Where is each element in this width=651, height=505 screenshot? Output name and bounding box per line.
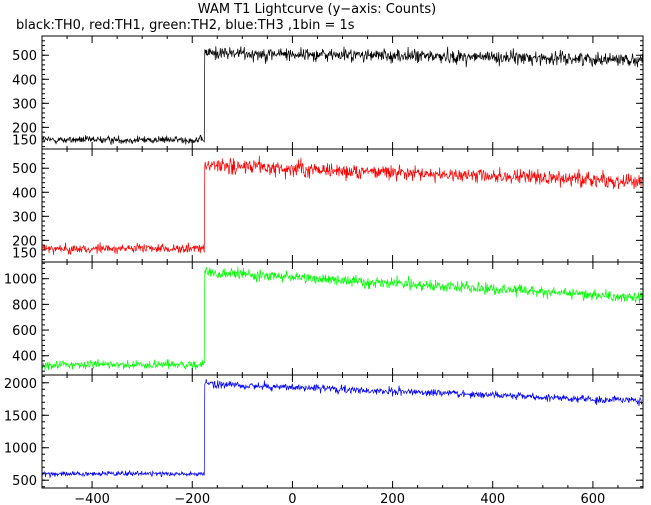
y-tick-label: 1500 bbox=[4, 409, 37, 424]
x-tick-label: −200 bbox=[174, 492, 210, 505]
series-th1 bbox=[41, 155, 644, 256]
y-tick-label: 500 bbox=[12, 49, 37, 64]
y-tick-label: 150 bbox=[12, 246, 37, 261]
x-axis-tick-labels: −400 −200 0 200 400 600 bbox=[74, 492, 605, 505]
y-tick-label: 1000 bbox=[4, 273, 37, 288]
series-th2 bbox=[41, 266, 644, 371]
series-th3 bbox=[41, 379, 644, 479]
y-tick-label: 600 bbox=[12, 324, 37, 339]
y-tick-label: 400 bbox=[12, 350, 37, 365]
y-tick-label: 300 bbox=[12, 210, 37, 225]
y-tick-label: 150 bbox=[12, 133, 37, 148]
x-tick-label: 200 bbox=[380, 492, 405, 505]
y-tick-label: 300 bbox=[12, 97, 37, 112]
y-tick-label: 400 bbox=[12, 73, 37, 88]
panel-frame bbox=[41, 35, 644, 150]
chart-title: WAM T1 Lightcurve (y−axis: Counts) bbox=[198, 2, 436, 17]
panel-th0: 200 300 400 500 150 bbox=[12, 35, 644, 150]
x-tick-label: 400 bbox=[480, 492, 505, 505]
y-tick-label: 500 bbox=[12, 474, 37, 489]
panel-th3: 500 1000 1500 2000 bbox=[4, 374, 644, 489]
y-tick-label: 500 bbox=[12, 162, 37, 177]
x-tick-label: −400 bbox=[74, 492, 110, 505]
y-tick-label: 1000 bbox=[4, 442, 37, 457]
chart-subtitle: black:TH0, red:TH1, green:TH2, blue:TH3 … bbox=[16, 18, 355, 33]
panel-frame bbox=[41, 374, 644, 489]
x-tick-label: 0 bbox=[288, 492, 296, 505]
y-tick-label: 400 bbox=[12, 186, 37, 201]
y-tick-label: 2000 bbox=[4, 377, 37, 392]
y-tick-label: 200 bbox=[12, 121, 37, 136]
y-tick-label: 200 bbox=[12, 234, 37, 249]
y-tick-label: 800 bbox=[12, 298, 37, 313]
panel-frame bbox=[41, 148, 644, 263]
panel-th1: 200 300 400 500 150 bbox=[12, 148, 644, 263]
series-th0 bbox=[41, 46, 644, 145]
panel-th2: 400 600 800 1000 bbox=[4, 261, 644, 376]
x-tick-label: 600 bbox=[581, 492, 606, 505]
